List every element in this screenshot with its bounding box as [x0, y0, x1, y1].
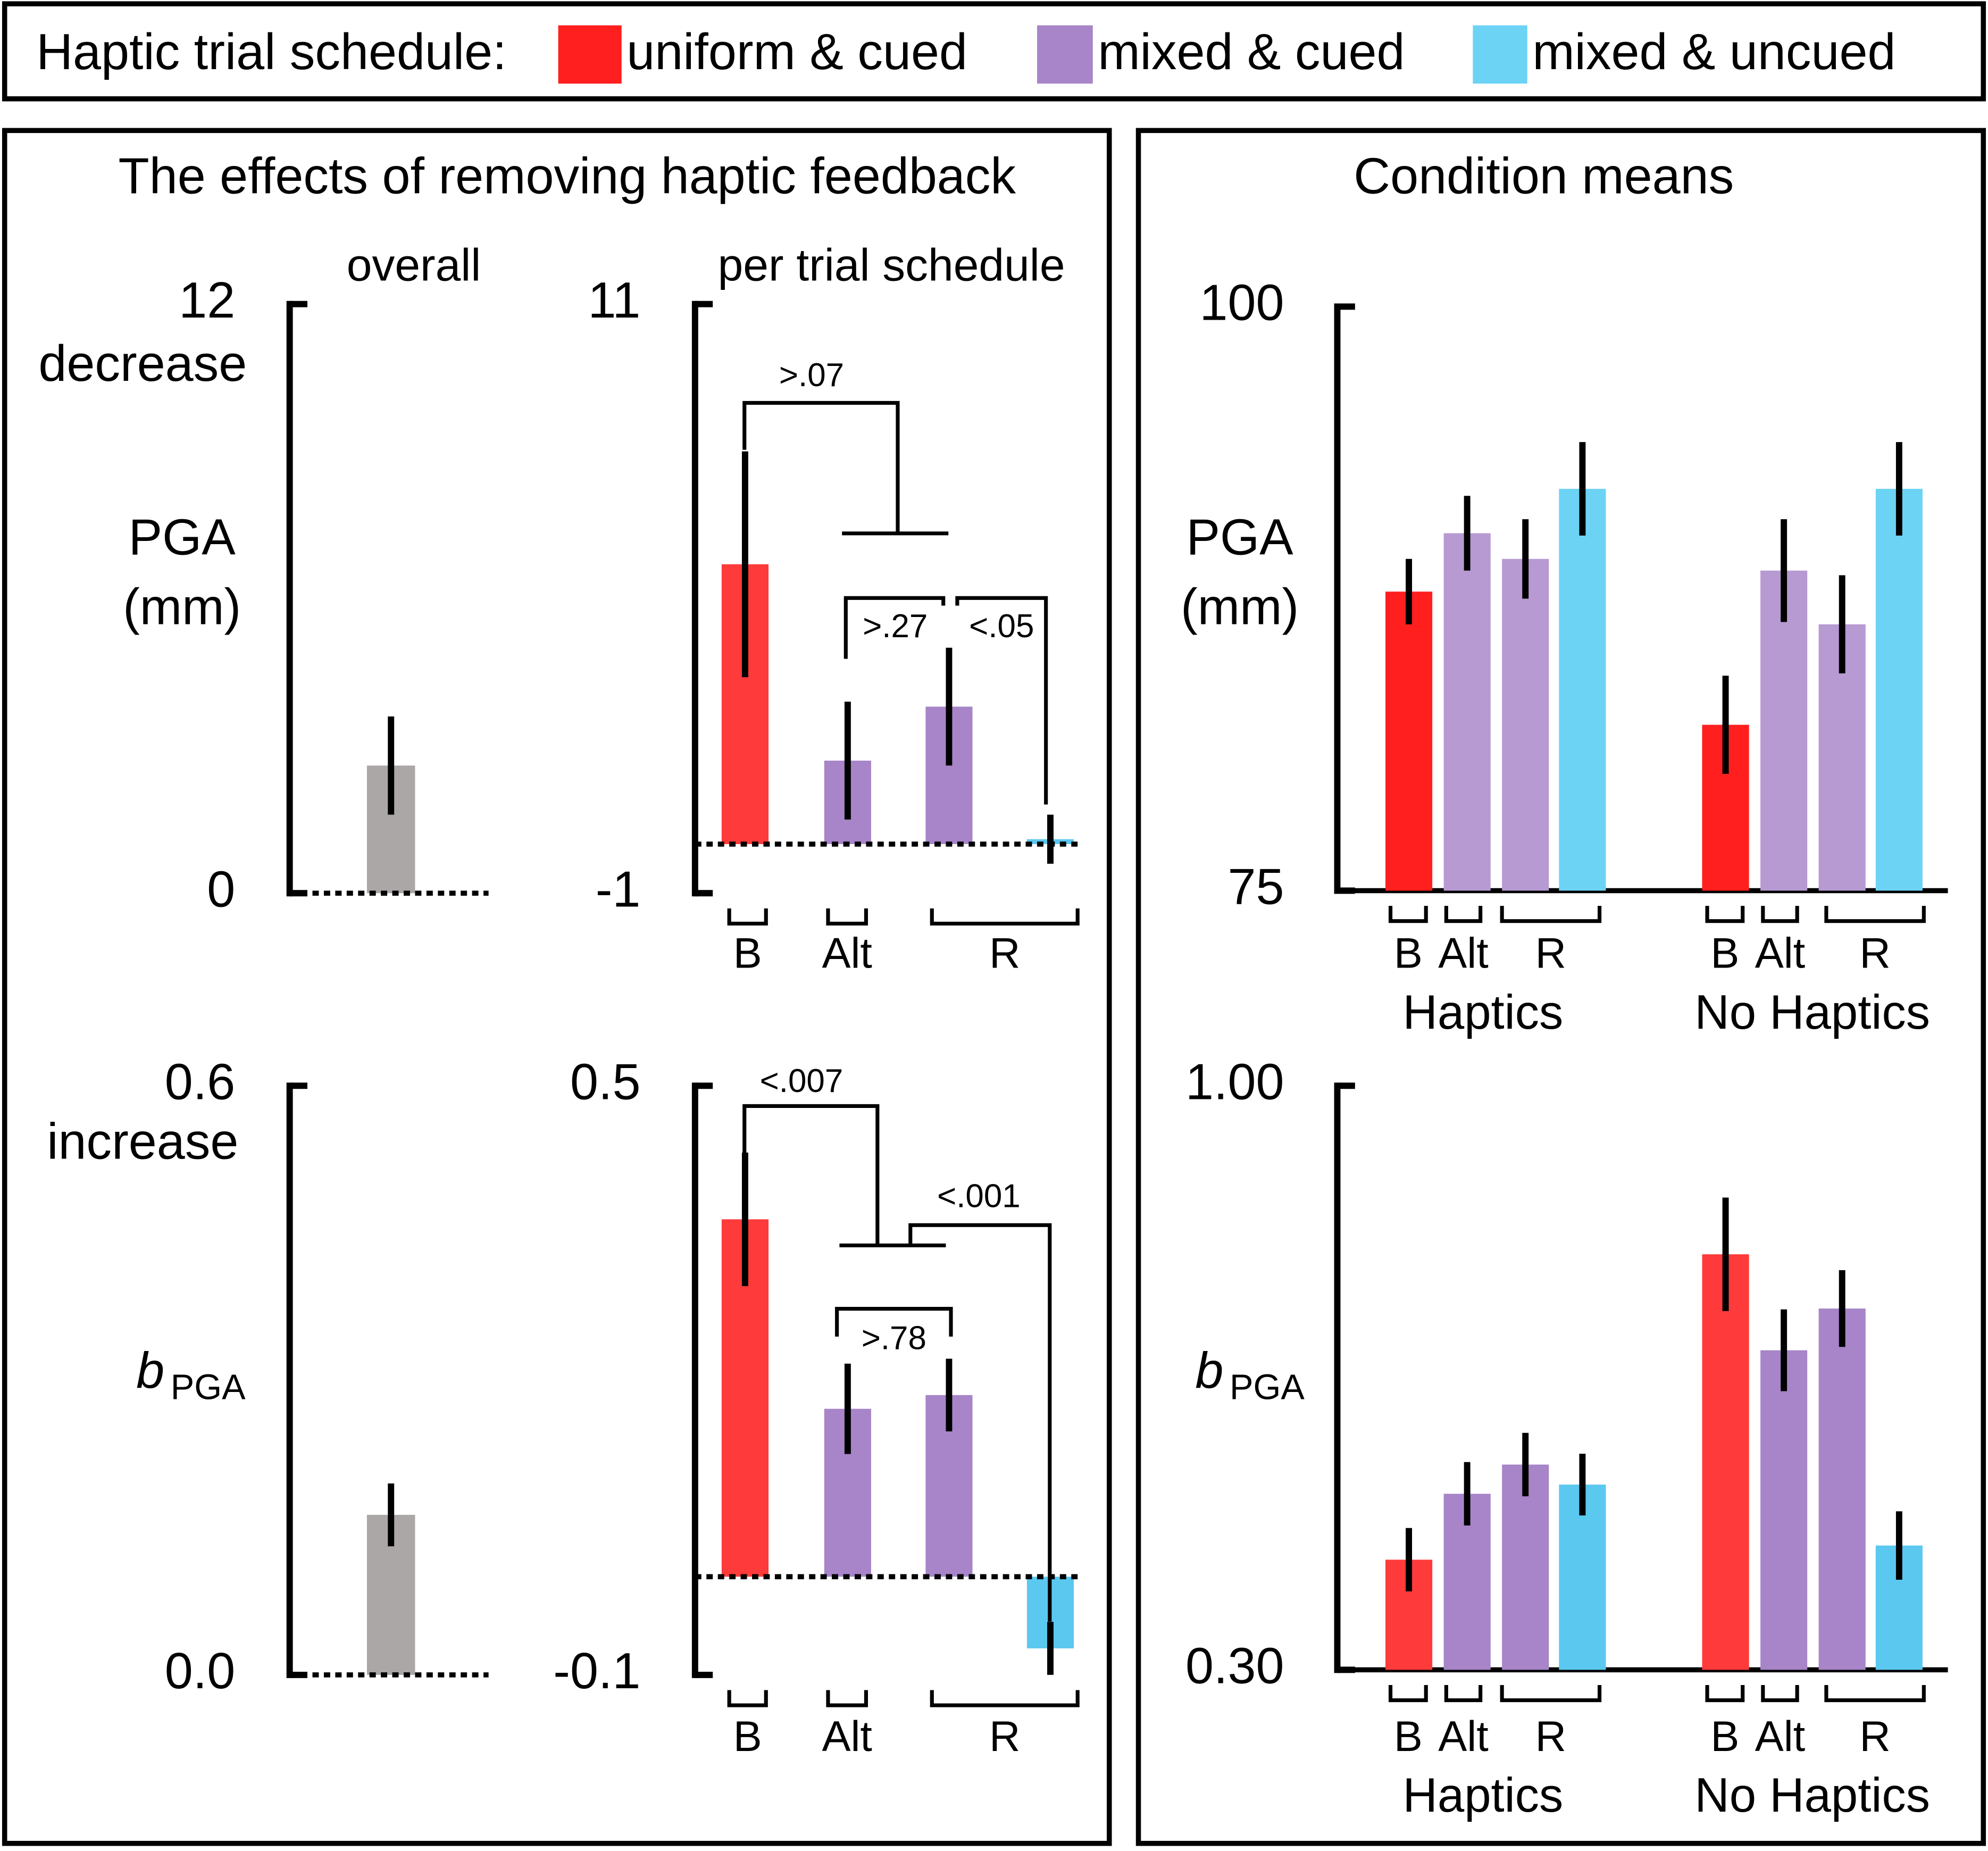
category-bracket — [1500, 906, 1602, 923]
legend-label: mixed & uncued — [1532, 24, 1895, 80]
x-tick-label: R — [989, 1713, 1020, 1761]
bar — [1760, 570, 1808, 891]
x-tick-label: Alt — [1755, 1713, 1806, 1761]
x-tick-label: B — [733, 1713, 762, 1761]
y-tick-label: 75 — [1227, 859, 1284, 915]
significance-bracket — [742, 401, 949, 536]
y-tick-label: 11 — [588, 272, 641, 329]
y-axis-label-sub: PGA — [171, 1368, 246, 1407]
x-tick-label: R — [1535, 930, 1566, 978]
significance-label: <.007 — [760, 1063, 843, 1099]
bar — [1559, 489, 1606, 891]
y-tick-label: 0.0 — [165, 1643, 235, 1699]
y-axis-label: (mm) — [1181, 579, 1299, 635]
category-bracket — [930, 1690, 1080, 1707]
bar — [1760, 1350, 1808, 1670]
category-bracket — [1388, 1685, 1428, 1703]
group-label: Haptics — [1403, 986, 1564, 1039]
bar — [1818, 1308, 1866, 1670]
x-tick-label: R — [1535, 1713, 1566, 1761]
group-label: Haptics — [1403, 1769, 1564, 1822]
legend-swatch — [558, 25, 622, 84]
x-tick-label: R — [1859, 1713, 1890, 1761]
panel-title: Condition means — [1354, 148, 1734, 204]
x-tick-label: B — [1710, 930, 1739, 978]
right-panel — [1135, 128, 1986, 1846]
y-tick-label: -1 — [596, 861, 641, 918]
y-axis-label: b — [136, 1343, 164, 1399]
category-bracket — [1824, 1685, 1926, 1703]
category-bracket — [1444, 906, 1483, 923]
y-axis-label-sub: PGA — [1230, 1368, 1305, 1407]
y-tick-label: 100 — [1200, 275, 1284, 331]
x-tick-label: Alt — [1438, 1713, 1489, 1761]
x-tick-label: B — [1394, 930, 1423, 978]
significance-label: <.001 — [937, 1178, 1021, 1215]
category-bracket — [930, 908, 1080, 926]
bar — [1502, 558, 1549, 891]
significance-bracket — [955, 596, 1048, 805]
significance-bracket — [835, 1306, 953, 1337]
category-bracket — [1761, 906, 1799, 923]
group-label: No Haptics — [1694, 1769, 1930, 1822]
x-tick-label: Alt — [1755, 930, 1806, 978]
category-bracket — [1761, 1685, 1799, 1703]
y-axis-label: b — [1195, 1343, 1223, 1399]
significance-bracket — [843, 596, 946, 659]
category-bracket — [1388, 906, 1428, 923]
y-tick-label: 0.30 — [1185, 1638, 1284, 1695]
category-bracket — [1705, 906, 1745, 923]
subtitle: overall — [347, 240, 481, 291]
category-bracket — [727, 1690, 768, 1707]
category-bracket — [826, 1690, 868, 1707]
significance-label: >.07 — [779, 357, 844, 394]
legend-label: uniform & cued — [627, 24, 967, 80]
legend-swatch — [1473, 25, 1527, 84]
category-bracket — [1824, 906, 1926, 923]
subtitle: per trial schedule — [718, 240, 1065, 291]
legend-box — [2, 1, 1986, 102]
direction-label: decrease — [38, 336, 247, 392]
y-axis-label: PGA — [129, 509, 236, 565]
category-bracket — [1500, 1685, 1602, 1703]
significance-label: >.78 — [862, 1320, 926, 1356]
direction-label: increase — [47, 1113, 238, 1170]
bar — [1702, 1254, 1749, 1670]
y-tick-label: 12 — [179, 272, 235, 329]
y-tick-label: 0.5 — [570, 1054, 640, 1110]
y-tick-label: -0.1 — [553, 1643, 640, 1699]
y-axis-label: PGA — [1187, 509, 1294, 565]
panel-title: The effects of removing haptic feedback — [119, 148, 1016, 204]
category-bracket — [727, 908, 768, 926]
category-bracket — [1705, 1685, 1745, 1703]
x-tick-label: B — [733, 930, 762, 978]
x-tick-label: Alt — [1438, 930, 1489, 978]
legend-title: Haptic trial schedule: — [36, 24, 506, 80]
x-tick-label: Alt — [822, 930, 872, 978]
bar — [1502, 1464, 1549, 1670]
x-tick-label: B — [1710, 1713, 1739, 1761]
y-axis-label: (mm) — [123, 579, 241, 635]
significance-label: >.27 — [863, 608, 928, 645]
y-tick-label: 1.00 — [1185, 1054, 1284, 1110]
y-tick-label: 0.6 — [165, 1054, 235, 1110]
x-tick-label: R — [1859, 930, 1890, 978]
x-tick-label: B — [1394, 1713, 1423, 1761]
significance-label: <.05 — [969, 608, 1034, 645]
bar — [1443, 533, 1491, 891]
legend-label: mixed & cued — [1098, 24, 1405, 80]
significance-bracket — [742, 1104, 946, 1248]
bar — [1385, 591, 1433, 891]
category-bracket — [1444, 1685, 1483, 1703]
x-tick-label: R — [989, 930, 1020, 978]
left-panel — [2, 128, 1112, 1846]
y-tick-label: 0 — [207, 861, 235, 918]
category-bracket — [826, 908, 868, 926]
legend-swatch — [1037, 25, 1093, 84]
x-tick-label: Alt — [822, 1713, 872, 1761]
bar — [1875, 489, 1923, 891]
significance-bracket — [908, 1223, 1052, 1622]
group-label: No Haptics — [1694, 986, 1930, 1039]
